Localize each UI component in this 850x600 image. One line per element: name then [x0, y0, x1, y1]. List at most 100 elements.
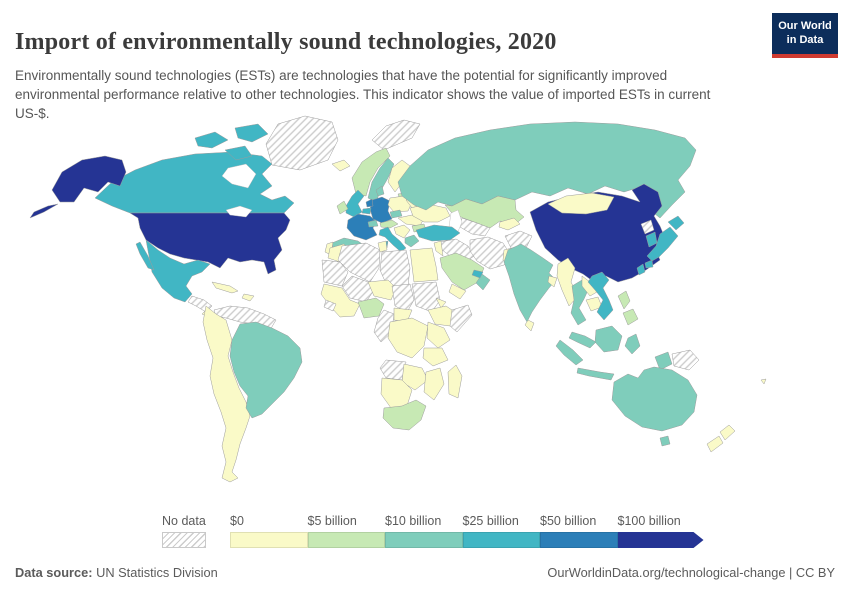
legend-tick-label: $25 billion	[462, 514, 519, 528]
country-uk[interactable]	[345, 189, 365, 218]
country-mozambique[interactable]	[423, 367, 445, 401]
country-greenland[interactable]	[265, 115, 339, 171]
country-alaska[interactable]	[51, 155, 127, 203]
country-usa[interactable]	[129, 212, 291, 275]
country-austria[interactable]	[379, 219, 399, 229]
page-footer: Data source: UN Statistics Division OurW…	[15, 565, 835, 580]
country-guinea[interactable]	[323, 299, 337, 312]
page-subtitle: Environmentally sound technologies (ESTs…	[15, 67, 711, 121]
country-mauritania-wsahara[interactable]	[321, 259, 349, 287]
owid-logo[interactable]: Our World in Data	[772, 13, 838, 58]
country-tunisia[interactable]	[377, 240, 388, 253]
country-drc[interactable]	[387, 317, 429, 359]
country-denmark[interactable]	[375, 185, 385, 197]
country-philippines-south[interactable]	[622, 308, 639, 326]
country-nigeria[interactable]	[357, 297, 385, 319]
country-iran[interactable]	[469, 236, 511, 270]
country-canada-arctic-3[interactable]	[224, 145, 253, 161]
world-map-svg	[29, 115, 767, 483]
country-balkans[interactable]	[393, 224, 411, 239]
legend-color-block[interactable]	[618, 532, 704, 548]
country-madagascar[interactable]	[447, 364, 463, 399]
country-france[interactable]	[346, 213, 378, 241]
country-aleutians[interactable]	[29, 203, 59, 219]
country-fiji[interactable]	[760, 378, 767, 385]
country-turkey[interactable]	[415, 224, 461, 242]
country-bangladesh[interactable]	[547, 275, 558, 288]
country-cuba[interactable]	[211, 281, 239, 294]
legend-no-data-label: No data	[162, 514, 206, 528]
legend-color-block[interactable]	[385, 532, 463, 548]
legend-color-block[interactable]	[540, 532, 618, 548]
country-tanzania[interactable]	[422, 347, 449, 367]
country-canada-arctic-2[interactable]	[234, 123, 269, 143]
owid-logo-box: Our World in Data	[772, 13, 838, 54]
country-australia[interactable]	[611, 366, 698, 432]
country-borneo[interactable]	[594, 325, 623, 353]
country-hispaniola[interactable]	[241, 293, 255, 302]
country-japan-hokkaido[interactable]	[667, 215, 685, 231]
country-switzerland[interactable]	[367, 219, 379, 228]
country-india[interactable]	[503, 243, 557, 323]
country-south-america-west[interactable]	[202, 305, 251, 483]
country-sri-lanka[interactable]	[524, 319, 535, 332]
country-germany[interactable]	[369, 196, 393, 224]
country-czechia[interactable]	[389, 209, 403, 219]
legend-color-block[interactable]	[230, 532, 308, 548]
country-sulawesi[interactable]	[624, 333, 641, 355]
country-iceland[interactable]	[331, 159, 351, 172]
legend-no-data: No data	[162, 514, 206, 548]
country-papua-new-guinea[interactable]	[671, 349, 700, 371]
country-afghanistan[interactable]	[504, 230, 533, 251]
country-sumatra[interactable]	[555, 339, 584, 366]
country-mexico[interactable]	[145, 239, 211, 303]
country-eritrea[interactable]	[435, 297, 447, 309]
country-norway[interactable]	[351, 147, 391, 197]
country-west-papua[interactable]	[654, 351, 673, 371]
legend-no-data-swatch[interactable]	[162, 532, 206, 548]
country-yemen[interactable]	[448, 283, 467, 300]
country-uganda-kenya[interactable]	[426, 321, 451, 349]
legend-bar	[230, 532, 710, 548]
country-ireland[interactable]	[336, 200, 349, 215]
country-nz-north[interactable]	[719, 424, 736, 441]
country-west-africa[interactable]	[320, 283, 361, 318]
great-lakes	[225, 205, 253, 218]
country-japan-honshu[interactable]	[646, 226, 679, 262]
legend-tick-label: $50 billion	[540, 514, 597, 528]
owid-logo-accent-bar	[772, 54, 838, 58]
country-vietnam[interactable]	[587, 271, 614, 321]
legend-color-block[interactable]	[462, 532, 540, 548]
country-java[interactable]	[576, 367, 615, 381]
country-chad[interactable]	[391, 283, 415, 313]
country-egypt[interactable]	[409, 247, 439, 283]
country-svalbard[interactable]	[371, 119, 421, 151]
country-somalia[interactable]	[449, 304, 473, 333]
country-uae[interactable]	[471, 269, 484, 279]
country-malaysia[interactable]	[568, 331, 597, 349]
legend-tick-labels: $0 $5 billion $10 billion $25 billion $50 bi…	[230, 514, 710, 532]
country-netherlands[interactable]	[365, 198, 374, 208]
country-philippines-north[interactable]	[617, 290, 631, 310]
country-canada-arctic-1[interactable]	[194, 131, 229, 149]
country-south-africa[interactable]	[382, 399, 427, 431]
country-zambia-zimbabwe[interactable]	[401, 363, 429, 391]
country-greece[interactable]	[404, 234, 420, 248]
hudson-bay	[221, 163, 257, 189]
country-mongolia[interactable]	[547, 192, 615, 215]
country-kyrgyzstan-tajikistan[interactable]	[498, 217, 521, 231]
country-north-korea[interactable]	[640, 219, 655, 235]
country-brazil[interactable]	[229, 321, 303, 419]
country-angola[interactable]	[379, 359, 407, 381]
country-belgium[interactable]	[361, 207, 372, 215]
legend-color-block[interactable]	[307, 532, 385, 548]
country-nz-south[interactable]	[706, 435, 724, 453]
country-taiwan[interactable]	[636, 263, 646, 276]
country-baja[interactable]	[135, 241, 155, 271]
country-israel-jordan[interactable]	[433, 240, 444, 257]
citation-link[interactable]: OurWorldinData.org/technological-change …	[547, 565, 835, 580]
country-sudan[interactable]	[411, 281, 441, 313]
country-tasmania[interactable]	[659, 435, 671, 447]
country-japan-kyushu[interactable]	[644, 259, 654, 269]
country-canada[interactable]	[94, 151, 295, 214]
